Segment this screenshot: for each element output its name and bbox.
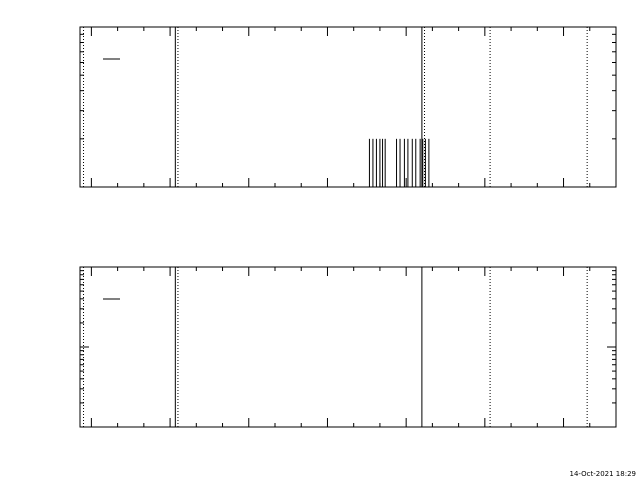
footer-date: 14-Oct-2021 18:29: [570, 470, 636, 478]
panels: [79, 26, 617, 428]
plot-frame: [79, 266, 617, 428]
panel-1: [79, 26, 617, 188]
panel-2: [79, 266, 617, 428]
plot-frame: [79, 26, 617, 188]
